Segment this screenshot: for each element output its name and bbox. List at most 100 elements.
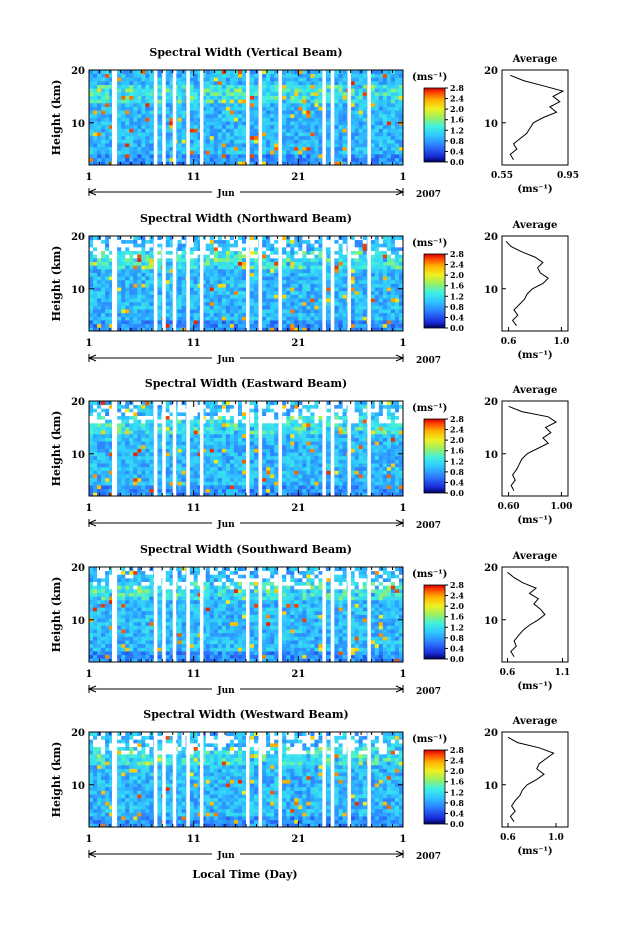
heatmap-cell	[109, 257, 114, 262]
colorbar-tick-label: 1.2	[450, 291, 464, 301]
heatmap-cell	[217, 143, 223, 148]
heatmap-cell	[109, 150, 114, 155]
heatmap-cell	[334, 157, 339, 162]
heatmap-cell	[342, 239, 348, 244]
heatmap-cell	[398, 254, 404, 259]
heatmap-cell	[314, 99, 319, 104]
heatmap-cell	[93, 80, 98, 86]
heatmap-cell	[141, 481, 146, 486]
heatmap-cell	[141, 485, 146, 490]
heatmap-cell	[342, 124, 348, 129]
heatmap-cell	[338, 143, 344, 148]
heatmap-cell	[274, 139, 279, 144]
heatmap-cell	[165, 327, 170, 332]
heatmap-cell	[262, 250, 267, 255]
heatmap-cell	[121, 150, 126, 155]
heatmap-cell	[97, 283, 102, 288]
heatmap-cell	[137, 488, 142, 493]
heatmap-cell	[149, 150, 154, 155]
heatmap-cell	[121, 243, 126, 248]
heatmap-cell	[270, 73, 275, 78]
heatmap-cell	[229, 73, 235, 78]
colorbar-unit: (ms⁻¹)	[412, 238, 447, 249]
heatmap-cell	[254, 290, 259, 295]
heatmap-cell	[141, 411, 146, 417]
heatmap-cell	[213, 99, 219, 104]
heatmap-cell	[350, 154, 356, 159]
heatmap-cell	[233, 121, 239, 126]
data-gap	[278, 70, 282, 165]
month-label: Jun	[216, 189, 235, 199]
heatmap-cell	[274, 77, 279, 82]
heatmap-cell	[105, 411, 110, 417]
heatmap-cell	[229, 327, 235, 332]
heatmap-cell	[390, 146, 396, 151]
heatmap-cell	[197, 80, 203, 86]
heatmap-cell	[298, 316, 303, 321]
heatmap-cell	[125, 132, 130, 137]
data-gap	[258, 70, 263, 165]
heatmap-cell	[250, 309, 255, 314]
heatmap-cell	[141, 106, 146, 111]
heatmap-cell	[241, 150, 247, 155]
heatmap-cell	[105, 463, 110, 468]
heatmap-cell	[362, 276, 368, 281]
heatmap-cell	[302, 102, 307, 107]
heatmap-cell	[133, 404, 138, 409]
heatmap-cell	[398, 106, 404, 111]
heatmap-cell	[362, 143, 368, 148]
heatmap-cell	[326, 157, 331, 162]
heatmap-cell	[93, 99, 98, 104]
heatmap-cell	[189, 268, 195, 273]
heatmap-cell	[302, 290, 307, 295]
heatmap-cell	[370, 309, 376, 314]
heatmap-cell	[233, 305, 239, 310]
heatmap-cell	[125, 261, 130, 266]
heatmap-cell	[270, 157, 275, 162]
heatmap-cell	[145, 408, 150, 413]
heatmap-cell	[205, 88, 211, 93]
heatmap-cell	[350, 146, 356, 151]
heatmap-cell	[326, 73, 331, 78]
heatmap-cell	[105, 268, 110, 273]
heatmap-cell	[382, 110, 388, 115]
heatmap-cell	[109, 316, 114, 321]
heatmap-cell	[125, 254, 130, 259]
heatmap-cell	[157, 437, 162, 442]
heatmap-cell	[217, 150, 223, 155]
heatmap-cell	[193, 312, 199, 317]
heatmap-cell	[105, 492, 110, 497]
data-gap	[162, 236, 166, 331]
heatmap-cell	[149, 290, 154, 295]
heatmap-cell	[125, 150, 130, 155]
heatmap-cell	[302, 73, 307, 78]
heatmap-cell	[390, 236, 396, 241]
heatmap-cell	[390, 135, 396, 140]
heatmap-cell	[354, 283, 360, 288]
heatmap-cell	[193, 316, 199, 321]
heatmap-cell	[229, 261, 235, 266]
heatmap-cell	[189, 246, 195, 252]
heatmap-cell	[109, 485, 114, 490]
heatmap-cell	[177, 276, 182, 281]
heatmap-cell	[374, 121, 380, 126]
heatmap-cell	[133, 481, 138, 486]
heatmap-cell	[89, 150, 94, 155]
heatmap-cell	[213, 80, 219, 86]
heatmap-cell	[354, 157, 360, 162]
heatmap-cell	[133, 422, 138, 427]
heatmap-cell	[137, 261, 142, 266]
heatmap-cell	[213, 128, 219, 133]
heatmap-cell	[197, 243, 203, 248]
heatmap-cell	[101, 110, 106, 115]
heatmap-cell	[121, 287, 126, 292]
heatmap-cell	[386, 268, 392, 273]
heatmap-cell	[338, 265, 344, 270]
heatmap-cell	[354, 243, 360, 248]
heatmap-cell	[121, 459, 126, 464]
heatmap-cell	[169, 110, 174, 115]
heatmap-cell	[189, 257, 195, 262]
heatmap-cell	[205, 257, 211, 262]
heatmap-cell	[342, 80, 348, 86]
heatmap-cell	[165, 146, 170, 151]
